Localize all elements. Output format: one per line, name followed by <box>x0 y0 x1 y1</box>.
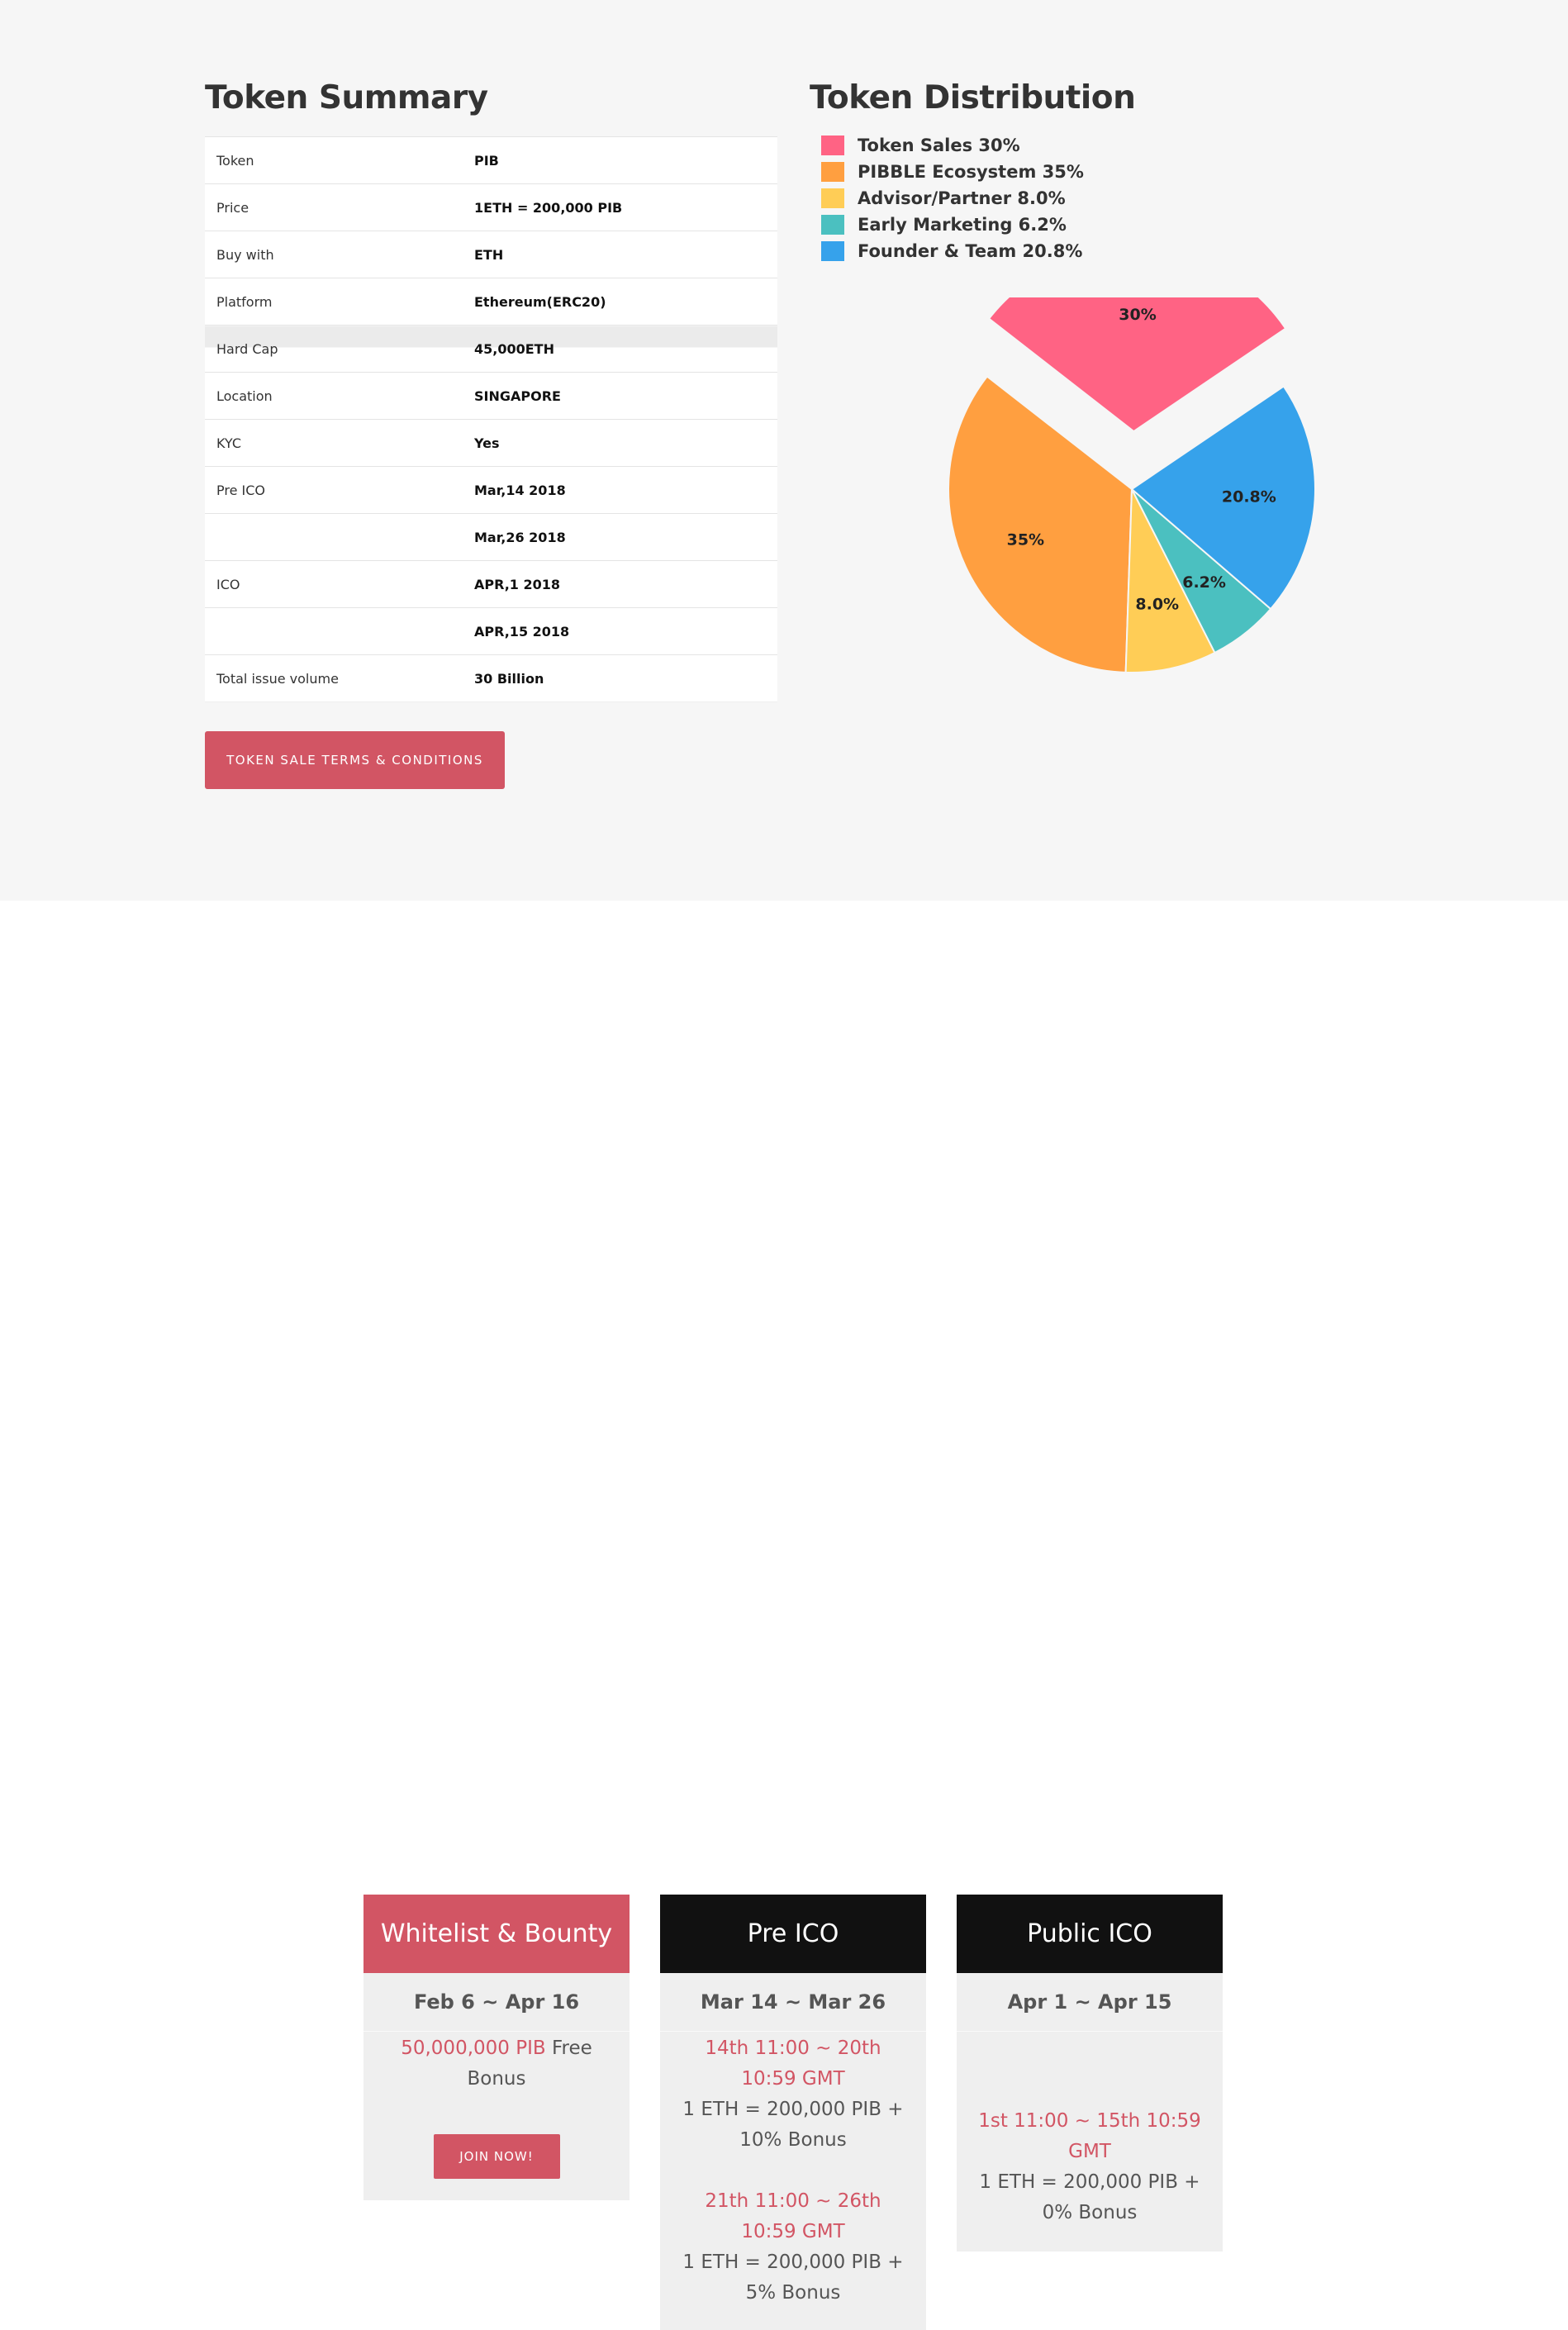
row-label <box>205 513 474 561</box>
legend-label: Early Marketing 6.2% <box>858 215 1067 235</box>
token-sale-terms-button[interactable]: TOKEN SALE TERMS & CONDITIONS <box>205 731 505 789</box>
phase-card-pre-ico: Pre ICO Mar 14 ~ Mar 26 14th 11:00 ~ 20t… <box>660 1895 926 2330</box>
chart-legend: Token Sales 30% PIBBLE Ecosystem 35% Adv… <box>821 132 1084 264</box>
row-label: Price <box>205 183 474 231</box>
table-row: Hard Cap 45,000ETH <box>205 325 777 373</box>
legend-swatch <box>821 188 844 208</box>
phase-body: 50,000,000 PIB Free Bonus JOIN NOW! <box>363 2032 630 2200</box>
legend-swatch <box>821 241 844 261</box>
phase-title: Whitelist & Bounty <box>363 1895 630 1973</box>
pie-slice-advisor-partner[interactable] <box>1124 488 1216 673</box>
legend-label: PIBBLE Ecosystem 35% <box>858 162 1084 182</box>
row-value: Yes <box>474 419 777 467</box>
row-label: Pre ICO <box>205 466 474 514</box>
round-time: 14th 11:00 ~ 20th 10:59 GMT <box>705 2038 881 2090</box>
phase-dates: Apr 1 ~ Apr 15 <box>957 1973 1223 2032</box>
row-label <box>205 607 474 655</box>
legend-item[interactable]: Early Marketing 6.2% <box>821 212 1084 238</box>
table-row: Location SINGAPORE <box>205 372 777 420</box>
legend-item[interactable]: Advisor/Partner 8.0% <box>821 185 1084 212</box>
round-rate: 1 ETH = 200,000 PIB + 0% Bonus <box>979 2171 1200 2223</box>
legend-swatch <box>821 215 844 235</box>
row-value: 30 Billion <box>474 654 777 702</box>
row-value: 45,000ETH <box>474 325 777 373</box>
token-section: Token Summary Token PIB Price 1ETH = 200,0… <box>0 0 1568 901</box>
sale-phases-section: Whitelist & Bounty Feb 6 ~ Apr 16 50,000… <box>0 901 1568 2330</box>
round-time: 1st 11:00 ~ 15th 10:59 GMT <box>978 2110 1201 2162</box>
row-label: Location <box>205 372 474 420</box>
row-label: KYC <box>205 419 474 467</box>
legend-item[interactable]: Token Sales 30% <box>821 132 1084 159</box>
row-label: Hard Cap <box>205 325 474 373</box>
bonus-text: 50,000,000 PIB Free Bonus <box>378 2032 615 2095</box>
row-label: Buy with <box>205 231 474 278</box>
table-row: Total issue volume 30 Billion <box>205 654 777 702</box>
row-value: ETH <box>474 231 777 278</box>
token-summary-title: Token Summary <box>205 79 488 116</box>
pie-slice-label: 6.2% <box>1182 573 1226 592</box>
legend-swatch <box>821 136 844 155</box>
pie-slice-label: 35% <box>1007 530 1044 549</box>
row-value: Ethereum(ERC20) <box>474 278 777 326</box>
legend-label: Token Sales 30% <box>858 136 1020 155</box>
table-row: APR,15 2018 <box>205 607 777 655</box>
table-row: Token PIB <box>205 136 777 184</box>
pie-slice-pibble-ecosystem[interactable] <box>948 375 1133 673</box>
pie-slice-token-sales[interactable] <box>987 297 1287 433</box>
phase-title: Public ICO <box>957 1895 1223 1973</box>
row-label: ICO <box>205 560 474 608</box>
row-value: APR,15 2018 <box>474 607 777 655</box>
phase-card-public-ico: Public ICO Apr 1 ~ Apr 15 1st 11:00 ~ 15… <box>957 1895 1223 2252</box>
legend-swatch <box>821 162 844 182</box>
row-value: PIB <box>474 136 777 184</box>
row-value: SINGAPORE <box>474 372 777 420</box>
round-rate: 1 ETH = 200,000 PIB + 5% Bonus <box>682 2252 904 2304</box>
phase-body: 1st 11:00 ~ 15th 10:59 GMT 1 ETH = 200,0… <box>957 2032 1223 2252</box>
row-value: Mar,14 2018 <box>474 466 777 514</box>
row-label: Platform <box>205 278 474 326</box>
table-row: Price 1ETH = 200,000 PIB <box>205 183 777 231</box>
table-row: Platform Ethereum(ERC20) <box>205 278 777 326</box>
round-rate: 1 ETH = 200,000 PIB + 10% Bonus <box>682 2099 904 2151</box>
pie-slice-founder-team[interactable] <box>1130 385 1316 611</box>
table-row: Buy with ETH <box>205 231 777 278</box>
row-label: Total issue volume <box>205 654 474 702</box>
phase-dates: Feb 6 ~ Apr 16 <box>363 1973 630 2032</box>
phase-body: 14th 11:00 ~ 20th 10:59 GMT 1 ETH = 200,… <box>660 2032 926 2330</box>
legend-label: Founder & Team 20.8% <box>858 241 1083 261</box>
row-label: Token <box>205 136 474 184</box>
join-now-button[interactable]: JOIN NOW! <box>433 2134 560 2179</box>
table-row: Pre ICO Mar,14 2018 <box>205 466 777 514</box>
pie-slice-label: 30% <box>1119 306 1156 324</box>
row-value: 1ETH = 200,000 PIB <box>474 183 777 231</box>
bonus-amount: 50,000,000 PIB <box>401 2038 546 2059</box>
legend-item[interactable]: PIBBLE Ecosystem 35% <box>821 159 1084 185</box>
legend-item[interactable]: Founder & Team 20.8% <box>821 238 1084 264</box>
round-time: 21th 11:00 ~ 26th 10:59 GMT <box>705 2190 881 2242</box>
phase-title: Pre ICO <box>660 1895 926 1973</box>
table-row: Mar,26 2018 <box>205 513 777 561</box>
token-distribution-pie-chart[interactable]: 30% 35% 8.0%6.2% 20.8% <box>892 297 1355 694</box>
pie-slice-label: 8.0% <box>1135 596 1179 614</box>
row-value: APR,1 2018 <box>474 560 777 608</box>
table-row: KYC Yes <box>205 419 777 467</box>
phase-card-whitelist: Whitelist & Bounty Feb 6 ~ Apr 16 50,000… <box>363 1895 630 2200</box>
legend-label: Advisor/Partner 8.0% <box>858 188 1066 208</box>
pie-slice-label: 20.8% <box>1222 487 1276 506</box>
row-value: Mar,26 2018 <box>474 513 777 561</box>
table-row: ICO APR,1 2018 <box>205 560 777 608</box>
phase-dates: Mar 14 ~ Mar 26 <box>660 1973 926 2032</box>
token-summary-table: Token PIB Price 1ETH = 200,000 PIB Buy wit… <box>205 136 777 702</box>
token-distribution-title: Token Distribution <box>810 79 1136 116</box>
